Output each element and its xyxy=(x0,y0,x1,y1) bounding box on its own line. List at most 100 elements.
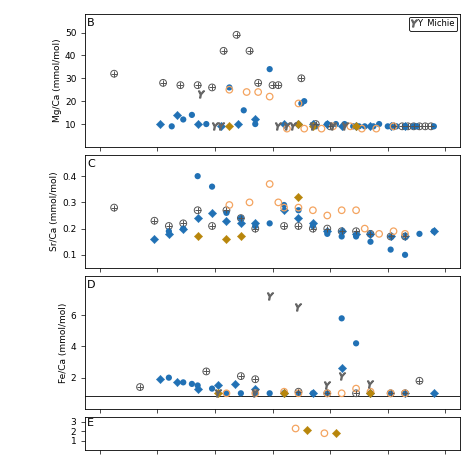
Point xyxy=(338,207,346,214)
Point xyxy=(233,31,240,38)
Point xyxy=(295,193,302,201)
Point xyxy=(237,219,245,227)
Point xyxy=(309,120,317,128)
Point xyxy=(208,385,216,392)
Point xyxy=(410,123,418,130)
Point xyxy=(421,123,429,130)
Point xyxy=(312,120,319,128)
Point xyxy=(401,390,409,397)
Point xyxy=(274,82,282,89)
Point xyxy=(367,230,374,237)
Point xyxy=(301,97,308,105)
Point xyxy=(309,225,317,232)
Point xyxy=(355,123,363,130)
Point xyxy=(387,123,394,130)
Point xyxy=(375,230,383,237)
Point xyxy=(401,390,409,397)
Point xyxy=(392,123,400,130)
Point xyxy=(413,123,420,130)
Point xyxy=(237,372,245,380)
Point xyxy=(156,375,164,383)
Y-axis label: Mg/Ca (mmol/mol): Mg/Ca (mmol/mol) xyxy=(53,39,62,122)
Point xyxy=(303,427,311,434)
Point xyxy=(194,382,201,389)
Text: E: E xyxy=(87,418,94,428)
Point xyxy=(401,230,409,237)
Point xyxy=(312,123,319,130)
Point xyxy=(430,228,438,235)
Point xyxy=(352,385,360,392)
Point xyxy=(214,390,222,397)
Point xyxy=(194,385,201,392)
Point xyxy=(370,123,377,130)
Point xyxy=(295,214,302,222)
Point xyxy=(188,380,196,388)
Point xyxy=(202,120,210,128)
Point xyxy=(223,207,230,214)
Point xyxy=(390,123,397,130)
Point xyxy=(226,201,233,209)
Point xyxy=(180,219,187,227)
Point xyxy=(226,123,233,130)
Point xyxy=(110,70,118,78)
Point xyxy=(173,379,181,386)
Point xyxy=(416,230,423,237)
Point xyxy=(338,228,346,235)
Point xyxy=(223,390,230,397)
Point xyxy=(410,123,418,130)
Point xyxy=(231,380,239,388)
Point xyxy=(237,214,245,222)
Point xyxy=(430,228,438,235)
Point xyxy=(301,125,308,132)
Point xyxy=(390,123,397,130)
Point xyxy=(208,183,216,191)
Point xyxy=(384,123,392,130)
Point xyxy=(352,339,360,347)
Point xyxy=(194,120,201,128)
Point xyxy=(332,120,340,128)
Point xyxy=(416,377,423,384)
Point xyxy=(416,123,423,130)
Point xyxy=(252,225,259,232)
Point xyxy=(309,207,317,214)
Point xyxy=(309,123,317,130)
Point xyxy=(208,83,216,91)
Point xyxy=(266,180,273,188)
Point xyxy=(280,222,288,230)
Point xyxy=(269,82,276,89)
Point xyxy=(329,123,337,130)
Point xyxy=(255,79,262,87)
Point xyxy=(280,204,288,211)
Point xyxy=(387,390,394,397)
Point xyxy=(430,123,438,130)
Point xyxy=(266,390,273,397)
Point xyxy=(151,217,158,225)
Point xyxy=(252,120,259,128)
Point xyxy=(180,379,187,386)
Point xyxy=(151,235,158,243)
Point xyxy=(341,120,348,128)
Point xyxy=(320,429,328,437)
Point xyxy=(373,125,380,132)
Point xyxy=(246,199,253,206)
Point xyxy=(255,88,262,96)
Point xyxy=(194,173,201,180)
Point xyxy=(367,238,374,246)
Point xyxy=(323,390,331,397)
Point xyxy=(173,111,181,118)
Point xyxy=(280,388,288,395)
Point xyxy=(295,390,302,397)
Point xyxy=(401,233,409,240)
Point xyxy=(367,390,374,397)
Legend: Y  Michie: Y Michie xyxy=(409,17,457,31)
Point xyxy=(246,47,253,55)
Point xyxy=(352,233,360,240)
Point xyxy=(298,74,305,82)
Point xyxy=(208,222,216,230)
Point xyxy=(309,390,317,397)
Point xyxy=(398,123,406,130)
Point xyxy=(266,93,273,100)
Point xyxy=(240,107,247,114)
Point xyxy=(401,233,409,240)
Point xyxy=(223,217,230,225)
